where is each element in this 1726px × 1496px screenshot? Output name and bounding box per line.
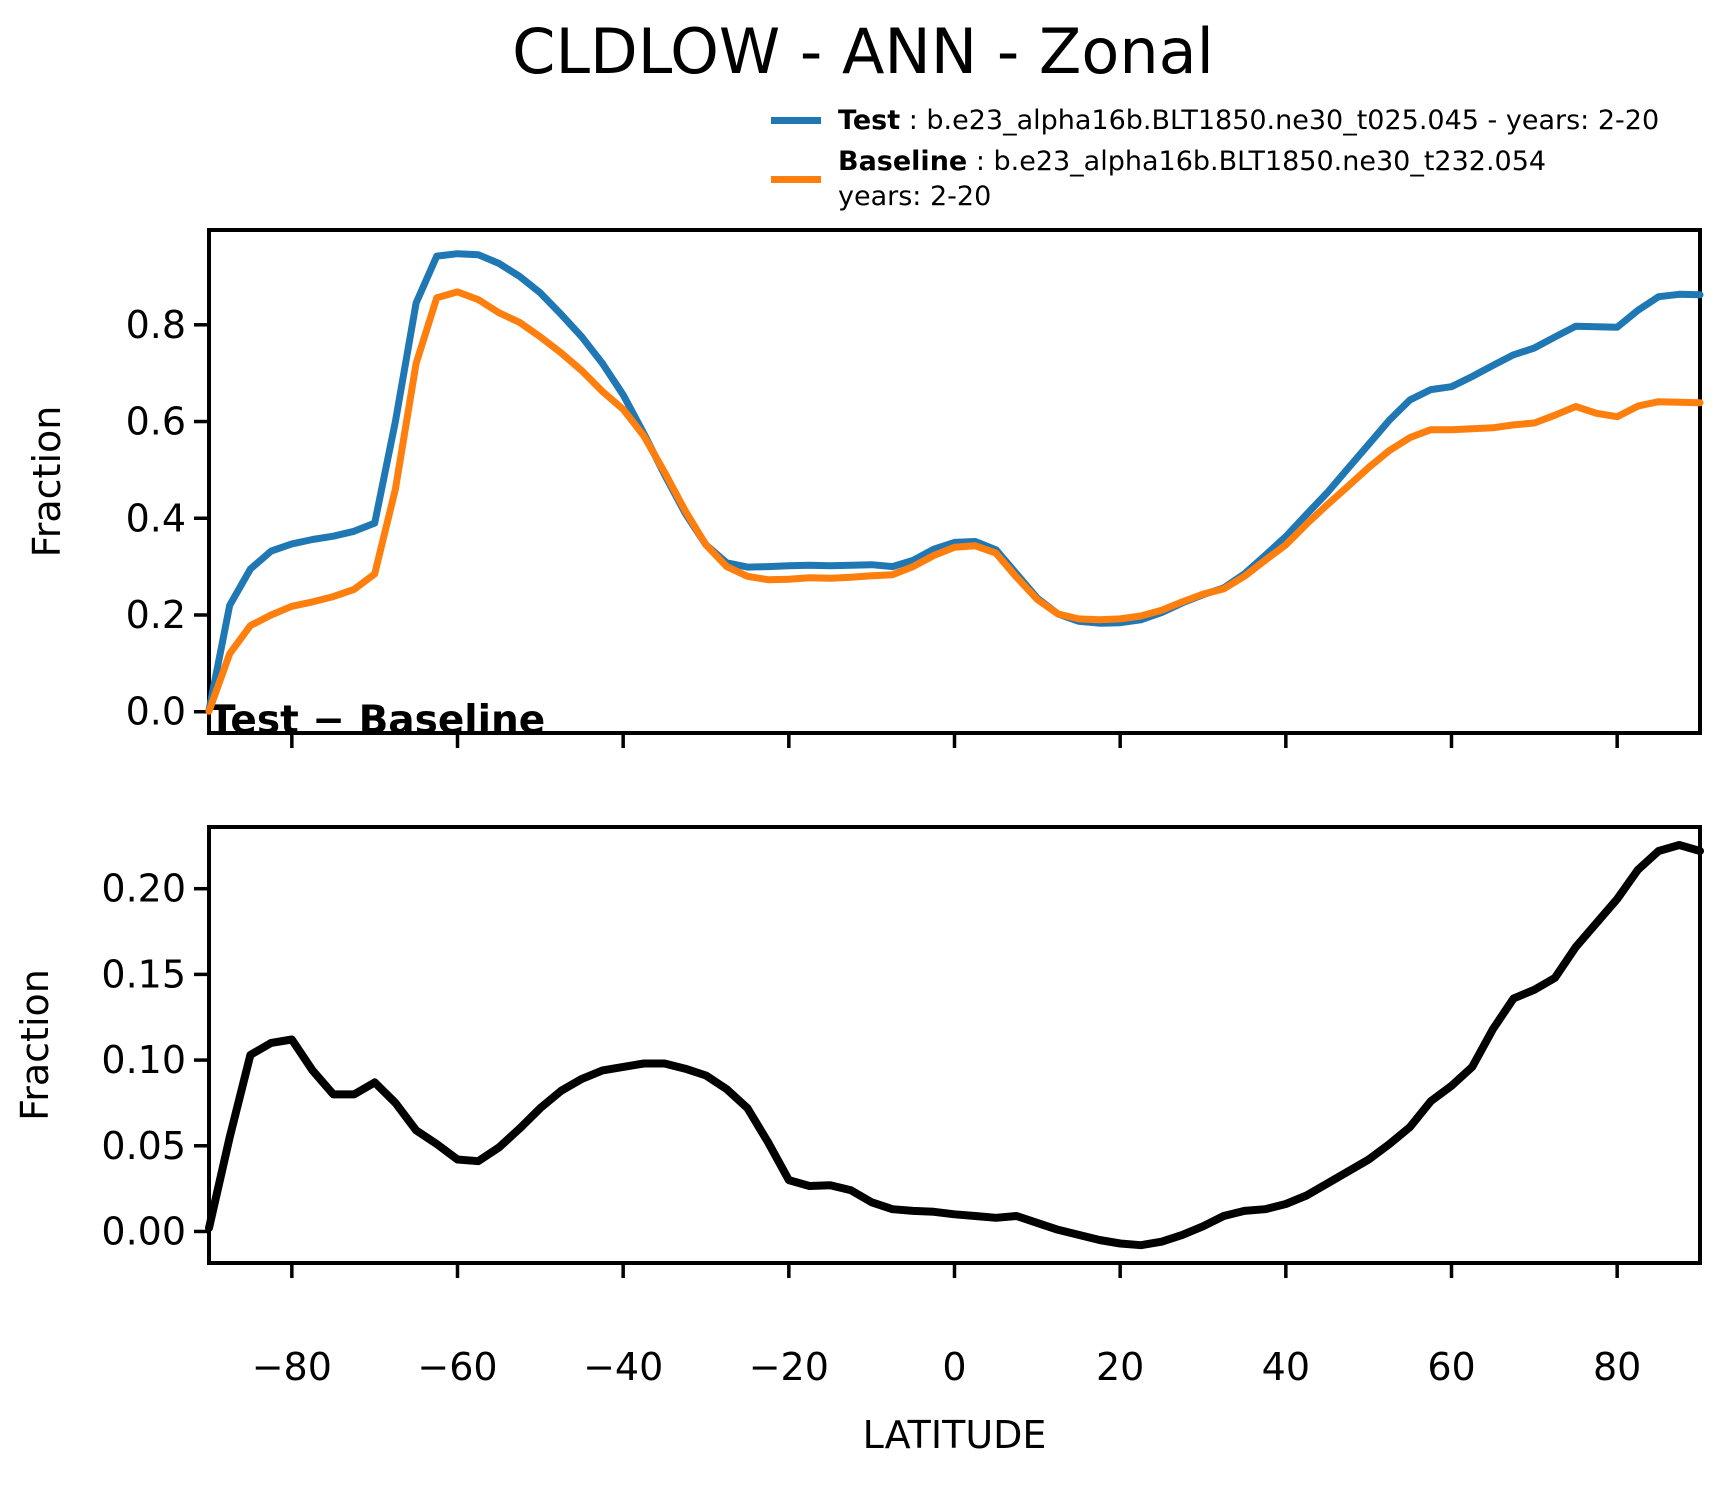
legend-desc-baseline: : b.e23_alpha16b.BLT1850.ne30_t232.054	[967, 146, 1547, 177]
legend-item-test: Test : b.e23_alpha16b.BLT1850.ne30_t025.…	[771, 103, 1659, 138]
y-tick-labels: 0.00 0.05 0.10 0.15 0.20	[101, 867, 186, 1254]
data-series	[205, 250, 1704, 715]
legend-label-baseline: Baseline	[838, 146, 968, 177]
legend-text-baseline: Baseline : b.e23_alpha16b.BLT1850.ne30_t…	[838, 144, 1546, 214]
svg-text:20: 20	[1096, 1345, 1144, 1389]
x-tick-labels: −80 −60 −40 −20 0 20 40 60 80	[252, 1345, 1642, 1389]
svg-text:0.20: 0.20	[101, 867, 186, 911]
legend: Test : b.e23_alpha16b.BLT1850.ne30_t025.…	[771, 103, 1659, 220]
legend-text-test: Test : b.e23_alpha16b.BLT1850.ne30_t025.…	[838, 103, 1659, 138]
svg-text:0.0: 0.0	[126, 690, 186, 734]
x-tick-marks	[290, 1263, 1619, 1278]
axes-frame	[207, 825, 1702, 1265]
svg-text:0.8: 0.8	[126, 303, 186, 347]
svg-text:0.05: 0.05	[101, 1124, 186, 1168]
series-line	[205, 250, 1704, 714]
svg-text:−40: −40	[583, 1345, 663, 1389]
legend-item-baseline: Baseline : b.e23_alpha16b.BLT1850.ne30_t…	[771, 144, 1659, 214]
bottom-panel-difference: 0.00 0.05 0.10 0.15 0.20 −80 −60 −40 −20 0 20 40 60 8…	[13, 825, 1704, 1457]
svg-text:0.15: 0.15	[101, 952, 186, 996]
y-axis-label: Fraction	[25, 406, 69, 558]
x-axis-label: LATITUDE	[863, 1413, 1047, 1457]
y-tick-marks	[194, 323, 209, 714]
svg-text:0.10: 0.10	[101, 1038, 186, 1082]
legend-line-swatch-test	[771, 117, 821, 124]
svg-text:0.00: 0.00	[101, 1209, 186, 1253]
svg-text:0.4: 0.4	[126, 496, 186, 540]
svg-text:−20: −20	[749, 1345, 829, 1389]
y-tick-marks	[194, 886, 209, 1234]
legend-desc-baseline-line2: years: 2-20	[838, 181, 992, 212]
page-title: CLDLOW - ANN - Zonal	[512, 15, 1214, 88]
y-axis-label: Fraction	[13, 969, 57, 1121]
data-series	[205, 841, 1704, 1250]
svg-text:0.6: 0.6	[126, 400, 186, 444]
svg-text:0.2: 0.2	[126, 593, 186, 637]
svg-text:40: 40	[1262, 1345, 1310, 1389]
svg-text:80: 80	[1593, 1345, 1641, 1389]
series-line	[205, 841, 1704, 1250]
svg-text:0: 0	[942, 1345, 966, 1389]
series-line	[205, 288, 1704, 715]
legend-text-baseline-line1: Baseline : b.e23_alpha16b.BLT1850.ne30_t…	[838, 144, 1546, 179]
svg-text:60: 60	[1427, 1345, 1475, 1389]
difference-panel-title: Test − Baseline	[209, 698, 546, 743]
top-panel-zonal-means: 0.0 0.2 0.4 0.6 0.8 Fraction	[25, 228, 1704, 748]
svg-text:−80: −80	[252, 1345, 332, 1389]
y-tick-labels: 0.0 0.2 0.4 0.6 0.8	[126, 303, 186, 734]
svg-text:−60: −60	[417, 1345, 497, 1389]
legend-line-swatch-baseline	[771, 175, 821, 183]
legend-desc-test: : b.e23_alpha16b.BLT1850.ne30_t025.045 -…	[900, 105, 1660, 136]
legend-label-test: Test	[838, 105, 901, 136]
x-tick-marks	[290, 733, 1619, 748]
